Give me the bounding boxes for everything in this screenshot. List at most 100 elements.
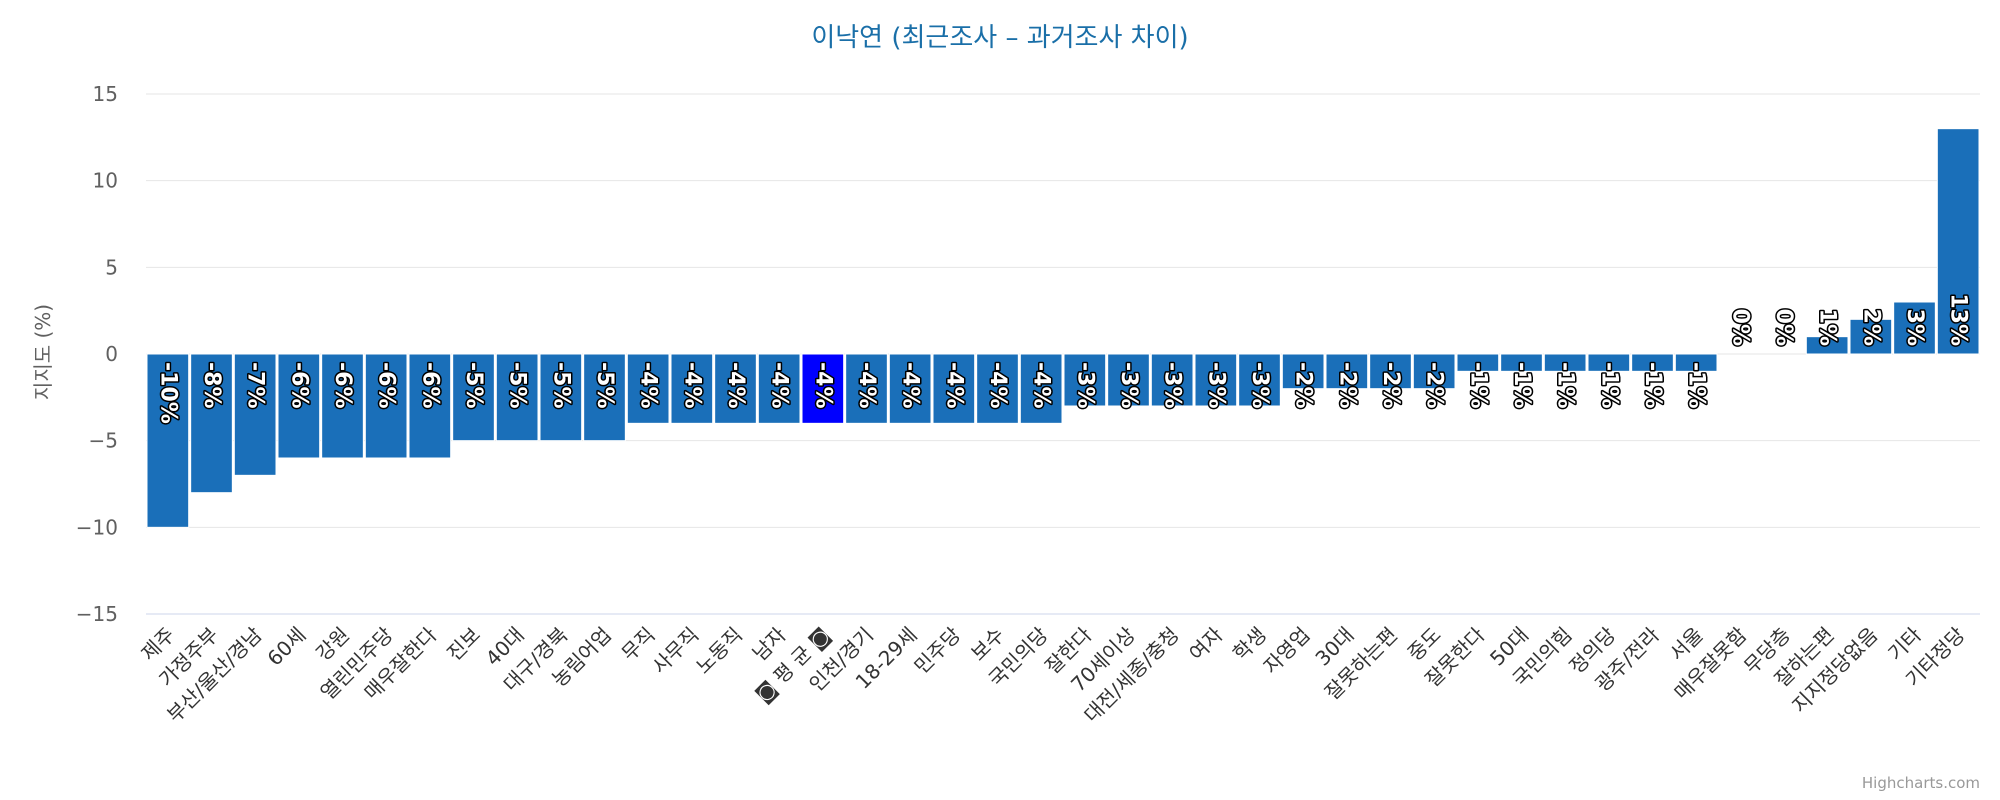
bar[interactable]: [321, 353, 364, 459]
bar[interactable]: [1281, 353, 1325, 390]
bar[interactable]: [626, 353, 670, 424]
bar[interactable]: [408, 353, 452, 459]
data-label: -2%: [1291, 362, 1316, 408]
bar[interactable]: [976, 353, 1019, 424]
bar[interactable]: [1500, 353, 1543, 372]
data-label: -6%: [286, 362, 311, 408]
bar[interactable]: [1805, 336, 1849, 355]
data-label: -1%: [1553, 362, 1578, 408]
data-label: -6%: [330, 362, 355, 408]
y-tick-label: 15: [93, 82, 118, 106]
bar[interactable]: [1150, 353, 1194, 407]
credit-link[interactable]: Highcharts.com: [1862, 774, 1980, 792]
grid-lines: [146, 93, 1980, 615]
data-label: -5%: [592, 362, 617, 408]
bar[interactable]: [495, 353, 539, 442]
bar[interactable]: [1936, 128, 1980, 355]
bar[interactable]: [714, 353, 757, 424]
data-label: -3%: [1072, 362, 1097, 408]
data-label: -6%: [417, 362, 442, 408]
bar[interactable]: [1107, 353, 1150, 407]
bar[interactable]: [1587, 353, 1631, 372]
data-labels: -10% -8% -7% -6% -6% -6% -6% -5% -5% -5% -5% -4% -4%…: [154, 292, 1972, 425]
y-axis-label: 지지도 (%): [31, 304, 55, 400]
bar[interactable]: [1543, 353, 1587, 372]
data-label: -2%: [1378, 362, 1403, 408]
bar[interactable]: [1063, 353, 1107, 407]
bar[interactable]: [1194, 353, 1238, 407]
bar[interactable]: [452, 353, 495, 442]
bar[interactable]: [932, 353, 976, 424]
bar[interactable]: [190, 353, 233, 494]
bar[interactable]: [1674, 353, 1718, 372]
bar[interactable]: [757, 353, 801, 424]
bar[interactable]: [277, 353, 321, 459]
bar[interactable]: [670, 353, 714, 424]
bar[interactable]: [583, 353, 626, 442]
data-label: -3%: [1203, 362, 1228, 408]
y-tick-label: −10: [76, 515, 118, 539]
bar[interactable]: [1019, 353, 1063, 424]
bar[interactable]: [888, 353, 932, 424]
y-tick-label: 5: [105, 255, 118, 279]
bar[interactable]: [364, 353, 408, 459]
data-label: -8%: [199, 362, 224, 408]
data-label: -2%: [1422, 362, 1447, 408]
x-tick-label: 60세: [262, 623, 310, 671]
data-label: -4%: [636, 362, 661, 408]
bar[interactable]: [1456, 353, 1500, 372]
data-label: -4%: [985, 362, 1010, 408]
x-tick-label: 노동직: [691, 623, 747, 679]
bar[interactable]: [1849, 318, 1893, 355]
bar[interactable]: [1412, 353, 1456, 390]
bar[interactable]: [1631, 353, 1674, 372]
bar[interactable]: [146, 353, 190, 528]
bar[interactable]: [1893, 301, 1936, 355]
y-tick-label: 0: [105, 342, 118, 366]
data-label: -4%: [941, 362, 966, 408]
data-label: -3%: [1116, 362, 1141, 408]
x-tick-label: 진보: [442, 623, 485, 666]
bars: [146, 128, 1980, 528]
bar[interactable]: [801, 353, 845, 424]
bar[interactable]: [1369, 353, 1412, 390]
data-label: -7%: [243, 362, 268, 408]
data-label: -4%: [723, 362, 748, 408]
bar[interactable]: [539, 353, 583, 442]
x-tick-label: 사무직: [647, 623, 703, 679]
bar[interactable]: [1325, 353, 1369, 390]
bar[interactable]: [233, 353, 277, 476]
data-label: -4%: [810, 362, 835, 408]
data-label: 0%: [1771, 309, 1796, 346]
data-label: 13%: [1946, 293, 1971, 346]
data-label: -2%: [1334, 362, 1359, 408]
data-label: 3%: [1902, 309, 1927, 346]
data-label: -10%: [155, 362, 180, 424]
data-label: -1%: [1684, 362, 1709, 408]
y-axis: 15 10 5 0 −5 −10 −15: [76, 82, 118, 626]
bar[interactable]: [1238, 353, 1281, 407]
data-label: -1%: [1640, 362, 1665, 408]
bar[interactable]: [845, 353, 888, 424]
y-tick-label: 10: [93, 169, 118, 193]
x-tick-label: 민주당: [909, 623, 965, 679]
data-label: -4%: [898, 362, 923, 408]
data-label: -4%: [767, 362, 792, 408]
data-label: -1%: [1509, 362, 1534, 408]
data-label: -4%: [1029, 362, 1054, 408]
data-label: -4%: [679, 362, 704, 408]
data-label: -1%: [1596, 362, 1621, 408]
data-label: -6%: [374, 362, 399, 408]
chart-title: 이낙연 (최근조사 – 과거조사 차이): [811, 23, 1188, 53]
data-label: -3%: [1160, 362, 1185, 408]
x-tick-label: 여자: [1184, 623, 1227, 666]
data-label: -3%: [1247, 362, 1272, 408]
data-label: -4%: [854, 362, 879, 408]
data-label: 1%: [1815, 309, 1840, 346]
y-tick-label: −5: [89, 429, 118, 453]
x-tick-label: 자영업: [1259, 623, 1315, 679]
data-label: 2%: [1858, 309, 1883, 346]
